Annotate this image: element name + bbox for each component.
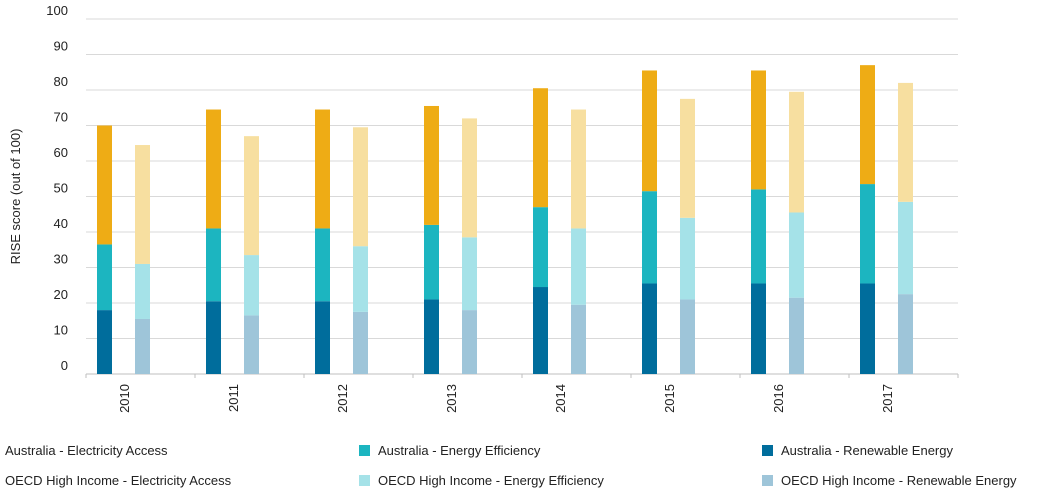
bar-segment: [424, 225, 439, 300]
y-tick-label: 90: [54, 39, 68, 54]
bar-segment: [244, 315, 259, 374]
y-axis: 0 10 20 30 40 50 60 70 80 90 100: [46, 3, 68, 373]
bar-segment: [97, 126, 112, 245]
y-tick-label: 30: [54, 252, 68, 267]
x-tick-label: 2017: [880, 384, 895, 413]
bar-segment: [898, 202, 913, 294]
legend-swatch: [762, 475, 773, 486]
x-tick-label: 2010: [117, 384, 132, 413]
bar-segment: [680, 99, 695, 218]
bar-segment: [680, 218, 695, 300]
bar-segment: [244, 255, 259, 315]
y-tick-label: 70: [54, 110, 68, 125]
bar-segment: [206, 228, 221, 301]
bar-segment: [860, 184, 875, 283]
bar-segment: [97, 244, 112, 310]
bar-segment: [353, 312, 368, 374]
y-tick-label: 50: [54, 181, 68, 196]
bar-segment: [315, 228, 330, 301]
x-tick-label: 2011: [226, 384, 241, 412]
bar-segment: [789, 212, 804, 297]
bar-segment: [571, 228, 586, 304]
legend: Australia - Electricity Access Australia …: [0, 443, 1017, 488]
bar-segment: [462, 310, 477, 374]
legend-label: Australia - Renewable Energy: [781, 443, 953, 458]
y-tick-label: 100: [46, 3, 68, 18]
bar-segment: [751, 70, 766, 189]
bar-segment: [898, 83, 913, 202]
legend-label: OECD High Income - Renewable Energy: [781, 473, 1017, 488]
y-tick-label: 60: [54, 145, 68, 160]
bar-segment: [206, 110, 221, 229]
y-tick-label: 40: [54, 216, 68, 231]
bar-segment: [424, 106, 439, 225]
bar-segment: [571, 110, 586, 229]
bar-segment: [462, 118, 477, 237]
bar-segment: [789, 298, 804, 374]
bar-segment: [642, 70, 657, 191]
bar-segment: [462, 237, 477, 310]
y-axis-label: RISE score (out of 100): [8, 129, 23, 265]
y-tick-label: 0: [61, 358, 68, 373]
bar-segment: [424, 299, 439, 374]
x-tick-label: 2013: [444, 384, 459, 413]
bar-segment: [680, 299, 695, 374]
bar-segment: [533, 287, 548, 374]
bar-segment: [860, 65, 875, 184]
bar-segment: [353, 246, 368, 312]
bar-segment: [135, 264, 150, 319]
bar-segment: [533, 88, 548, 207]
y-tick-label: 10: [54, 323, 68, 338]
bar-segment: [898, 294, 913, 374]
bar-segment: [751, 189, 766, 283]
legend-label: Australia - Electricity Access: [5, 443, 168, 458]
bar-segment: [642, 191, 657, 283]
legend-label: OECD High Income - Energy Efficiency: [378, 473, 604, 488]
x-axis: 2010 2011 2012 2013 2014 2015 2016 2017: [86, 374, 958, 413]
bar-segment: [315, 110, 330, 229]
bar-segment: [353, 127, 368, 246]
bar-segment: [135, 319, 150, 374]
bar-segment: [315, 301, 330, 374]
bar-segment: [533, 207, 548, 287]
legend-label: Australia - Energy Efficiency: [378, 443, 541, 458]
legend-swatch: [359, 445, 370, 456]
y-tick-label: 80: [54, 74, 68, 89]
x-tick-label: 2012: [335, 384, 350, 413]
bar-segment: [571, 305, 586, 374]
y-tick-label: 20: [54, 287, 68, 302]
x-tick-label: 2015: [662, 384, 677, 413]
bar-segment: [751, 283, 766, 374]
bar-segment: [244, 136, 259, 255]
legend-swatch: [762, 445, 773, 456]
x-tick-label: 2014: [553, 384, 568, 413]
legend-label: OECD High Income - Electricity Access: [5, 473, 232, 488]
bar-segment: [789, 92, 804, 213]
bar-segment: [860, 283, 875, 374]
bar-segment: [135, 145, 150, 264]
legend-swatch: [359, 475, 370, 486]
bars: [97, 65, 913, 374]
bar-segment: [97, 310, 112, 374]
bar-segment: [642, 283, 657, 374]
x-tick-label: 2016: [771, 384, 786, 413]
bar-segment: [206, 301, 221, 374]
